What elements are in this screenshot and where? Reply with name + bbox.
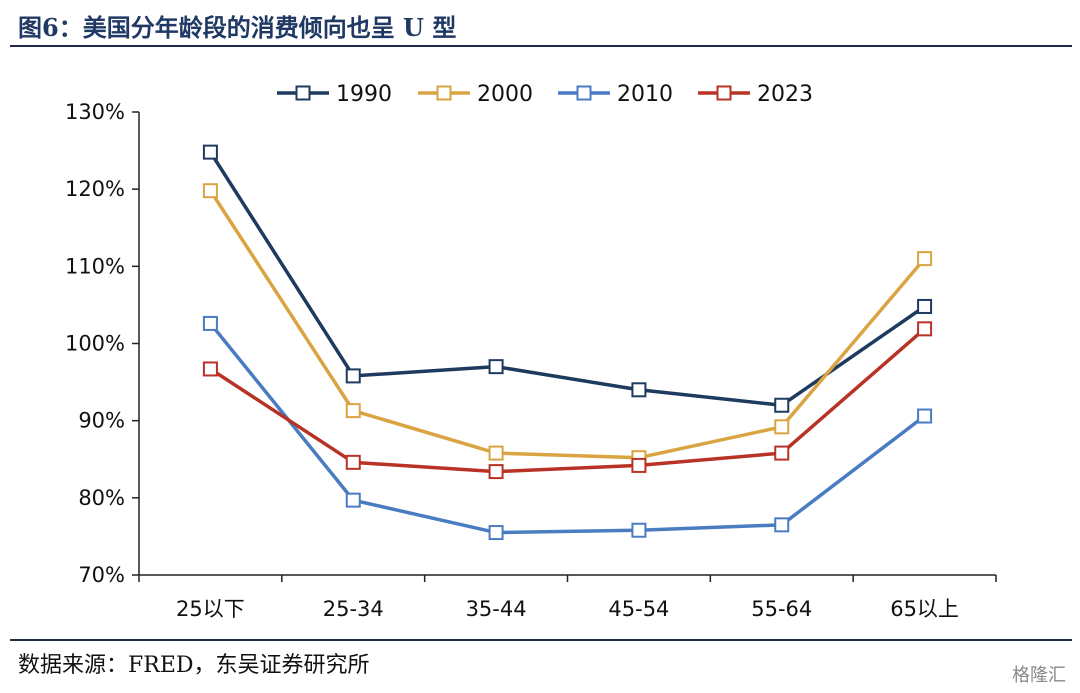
y-tick-label: 100% — [65, 332, 125, 356]
figure-title: 图6：美国分年龄段的消费倾向也呈 U 型 — [18, 13, 457, 42]
data-point — [202, 144, 218, 160]
legend-marker — [436, 85, 452, 101]
data-point — [917, 298, 933, 314]
axes: 70% 80% 90% 100% 110% 120% 130% 25以下 25-34 35-44 4… — [65, 100, 997, 621]
series-line — [209, 327, 926, 474]
data-point — [488, 359, 504, 375]
series-line — [208, 151, 926, 407]
data-point — [345, 454, 361, 470]
top-rule — [10, 45, 1072, 47]
x-tick-label: 25以下 — [176, 597, 245, 621]
legend-marker — [716, 85, 732, 101]
bottom-rule — [10, 639, 1072, 641]
data-point — [631, 457, 647, 473]
data-point — [917, 321, 933, 337]
legend-marker — [295, 85, 311, 101]
series-line — [209, 322, 926, 535]
legend-item-2023: 2023 — [698, 82, 813, 107]
legend-label: 2023 — [757, 82, 813, 107]
series-2010 — [202, 315, 933, 541]
legend-item-2000: 2000 — [418, 82, 533, 107]
x-tick-label: 45-54 — [608, 597, 669, 621]
y-tick-label: 130% — [65, 100, 125, 124]
series-1990 — [202, 144, 933, 413]
data-point — [774, 517, 790, 533]
y-tick-label: 90% — [78, 409, 125, 433]
x-tick-label: 35-44 — [466, 597, 527, 621]
data-point — [345, 492, 361, 508]
legend-item-1990: 1990 — [277, 82, 392, 107]
y-tick-label: 80% — [78, 486, 125, 510]
series-2000 — [202, 183, 933, 466]
legend: 1990 2000 2010 2023 — [277, 82, 813, 107]
data-point — [202, 183, 218, 199]
watermark: 格隆汇 — [1012, 665, 1066, 686]
data-point — [774, 445, 790, 461]
legend-label: 2010 — [617, 82, 673, 107]
y-tick-label: 70% — [78, 563, 125, 587]
x-tick-label: 65以上 — [890, 597, 959, 621]
legend-label: 1990 — [336, 82, 392, 107]
data-point — [488, 445, 504, 461]
source-note: 数据来源：FRED，东吴证券研究所 — [18, 653, 370, 678]
legend-label: 2000 — [477, 82, 533, 107]
data-point — [202, 361, 218, 377]
data-point — [345, 368, 361, 384]
series-line — [208, 189, 926, 460]
series-group — [202, 144, 933, 541]
data-point — [488, 525, 504, 541]
data-point — [774, 397, 790, 413]
data-point — [917, 408, 933, 424]
data-point — [774, 419, 790, 435]
data-point — [631, 522, 647, 538]
y-tick-label: 110% — [65, 254, 125, 278]
data-point — [345, 403, 361, 419]
series-2023 — [202, 321, 933, 480]
data-point — [917, 251, 933, 267]
data-point — [488, 464, 504, 480]
data-point — [202, 315, 218, 331]
data-point — [631, 382, 647, 398]
x-tick-label: 55-64 — [751, 597, 812, 621]
y-tick-label: 120% — [65, 177, 125, 201]
legend-item-2010: 2010 — [558, 82, 673, 107]
legend-marker — [576, 85, 592, 101]
x-tick-label: 25-34 — [323, 597, 384, 621]
